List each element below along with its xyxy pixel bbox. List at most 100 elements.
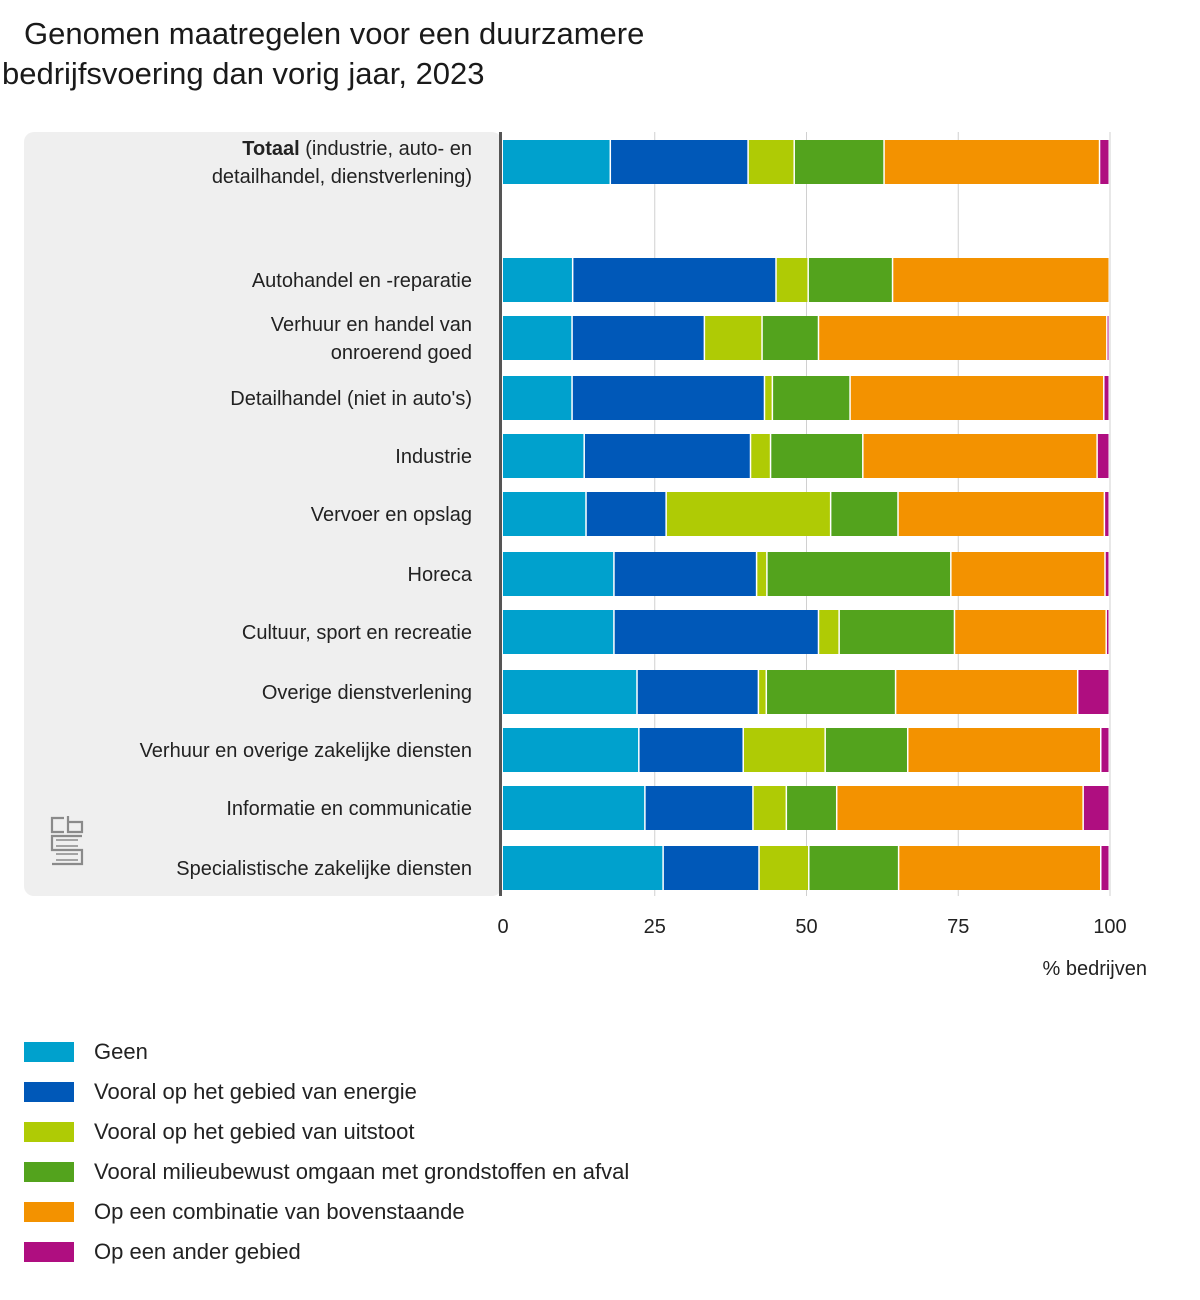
category-label-11: Specialistische zakelijke diensten <box>176 858 472 880</box>
bar-row9-series3 <box>825 728 907 772</box>
bar-row4-series0 <box>503 434 584 478</box>
legend-item-2: Vooral op het gebied van uitstoot <box>24 1112 629 1152</box>
category-label-bold: Totaal <box>242 138 299 160</box>
legend-label-1: Vooral op het gebied van energie <box>94 1079 417 1104</box>
bar-row3-series0 <box>503 376 572 420</box>
category-label-7: Cultuur, sport en recreatie <box>242 622 472 644</box>
bar-row4-series4 <box>863 434 1097 478</box>
legend: Geen Vooral op het gebied van energie Voor… <box>24 1032 629 1272</box>
bar-row3-series2 <box>765 376 772 420</box>
bar-row7-series4 <box>955 610 1106 654</box>
bar-row5-series4 <box>898 492 1104 536</box>
bar-row10-series5 <box>1083 786 1109 830</box>
bar-row7-series5 <box>1106 610 1109 654</box>
legend-item-1: Vooral op het gebied van energie <box>24 1072 629 1112</box>
bar-row8-series2 <box>759 670 766 714</box>
legend-item-4: Op een combinatie van bovenstaande <box>24 1192 629 1232</box>
bar-row6-series4 <box>951 552 1105 596</box>
bar-row11-series2 <box>759 846 809 890</box>
bar-row5-series5 <box>1105 492 1109 536</box>
y-axis-line <box>499 132 502 896</box>
legend-label-3: Vooral milieubewust omgaan met grondstof… <box>94 1159 630 1184</box>
label-panel <box>24 132 502 896</box>
bar-row8-series3 <box>767 670 895 714</box>
bar-row7-series3 <box>839 610 954 654</box>
bar-row11-series4 <box>899 846 1101 890</box>
bar-row10-series1 <box>645 786 753 830</box>
category-label-2-line1: Verhuur en handel van <box>271 314 472 336</box>
bar-row9-series0 <box>503 728 639 772</box>
legend-swatch-1 <box>24 1082 74 1102</box>
bar-row3-series3 <box>773 376 850 420</box>
bar-row9-series5 <box>1101 728 1109 772</box>
x-tick-label-100: 100 <box>1093 916 1126 938</box>
bar-row0-series4 <box>884 140 1099 184</box>
category-label-4: Industrie <box>395 446 472 468</box>
x-tick-label-25: 25 <box>644 916 666 938</box>
category-label-5: Vervoer en opslag <box>311 504 472 526</box>
bar-row1-series4 <box>893 258 1109 302</box>
bar-row4-series1 <box>584 434 750 478</box>
bar-row2-series3 <box>762 316 818 360</box>
category-label-10: Informatie en communicatie <box>226 798 472 820</box>
bar-row6-series1 <box>614 552 756 596</box>
bar-row5-series3 <box>831 492 898 536</box>
x-tick-label-50: 50 <box>795 916 817 938</box>
bar-row2-series2 <box>705 316 762 360</box>
x-axis-label: % bedrijven <box>1042 958 1147 980</box>
bar-row3-series4 <box>850 376 1104 420</box>
x-tick-label-0: 0 <box>497 916 508 938</box>
bar-row1-series0 <box>503 258 572 302</box>
bar-row5-series2 <box>666 492 830 536</box>
category-label-1: Autohandel en -reparatie <box>252 270 472 292</box>
legend-item-5: Op een ander gebied <box>24 1232 629 1272</box>
legend-swatch-2 <box>24 1122 74 1142</box>
bar-row4-series5 <box>1097 434 1109 478</box>
category-label-0-line1: Totaal (industrie, auto- en <box>242 138 472 160</box>
category-label-8: Overige dienstverlening <box>262 682 472 704</box>
x-tick-label-75: 75 <box>947 916 969 938</box>
bar-row7-series1 <box>614 610 818 654</box>
chart-title: Genomen maatregelen voor een duurzamere … <box>2 14 644 94</box>
bar-row4-series3 <box>771 434 863 478</box>
bar-row0-series3 <box>794 140 884 184</box>
bar-row8-series4 <box>896 670 1077 714</box>
legend-swatch-0 <box>24 1042 74 1062</box>
bar-row10-series0 <box>503 786 645 830</box>
bar-row9-series4 <box>908 728 1101 772</box>
category-label-6: Horeca <box>408 564 473 586</box>
legend-item-0: Geen <box>24 1032 629 1072</box>
bar-row0-series1 <box>611 140 748 184</box>
bar-row2-series5 <box>1107 316 1109 360</box>
bar-row6-series3 <box>767 552 951 596</box>
bar-row0-series0 <box>503 140 610 184</box>
bar-row8-series1 <box>637 670 758 714</box>
bar-row2-series1 <box>572 316 704 360</box>
category-label-2-line2: onroerend goed <box>331 342 472 364</box>
bar-row11-series5 <box>1101 846 1109 890</box>
chart-title-line-1: Genomen maatregelen voor een duurzamere <box>24 16 645 51</box>
bar-row8-series5 <box>1078 670 1109 714</box>
bar-row2-series4 <box>819 316 1107 360</box>
bar-row2-series0 <box>503 316 572 360</box>
legend-label-0: Geen <box>94 1039 148 1064</box>
bar-row3-series5 <box>1104 376 1109 420</box>
bar-row0-series2 <box>748 140 794 184</box>
bar-row10-series2 <box>753 786 786 830</box>
bar-row10-series4 <box>837 786 1083 830</box>
bar-row1-series2 <box>776 258 808 302</box>
bar-row5-series0 <box>503 492 586 536</box>
legend-swatch-5 <box>24 1242 74 1262</box>
legend-item-3: Vooral milieubewust omgaan met grondstof… <box>24 1152 629 1192</box>
bar-row5-series1 <box>586 492 666 536</box>
legend-label-4: Op een combinatie van bovenstaande <box>94 1199 465 1224</box>
bar-row0-series5 <box>1100 140 1109 184</box>
legend-swatch-4 <box>24 1202 74 1222</box>
bar-row7-series2 <box>819 610 839 654</box>
bar-row9-series1 <box>639 728 743 772</box>
bar-row4-series2 <box>751 434 770 478</box>
bar-row9-series2 <box>743 728 825 772</box>
bar-row6-series5 <box>1105 552 1109 596</box>
bar-row1-series3 <box>808 258 892 302</box>
legend-swatch-3 <box>24 1162 74 1182</box>
